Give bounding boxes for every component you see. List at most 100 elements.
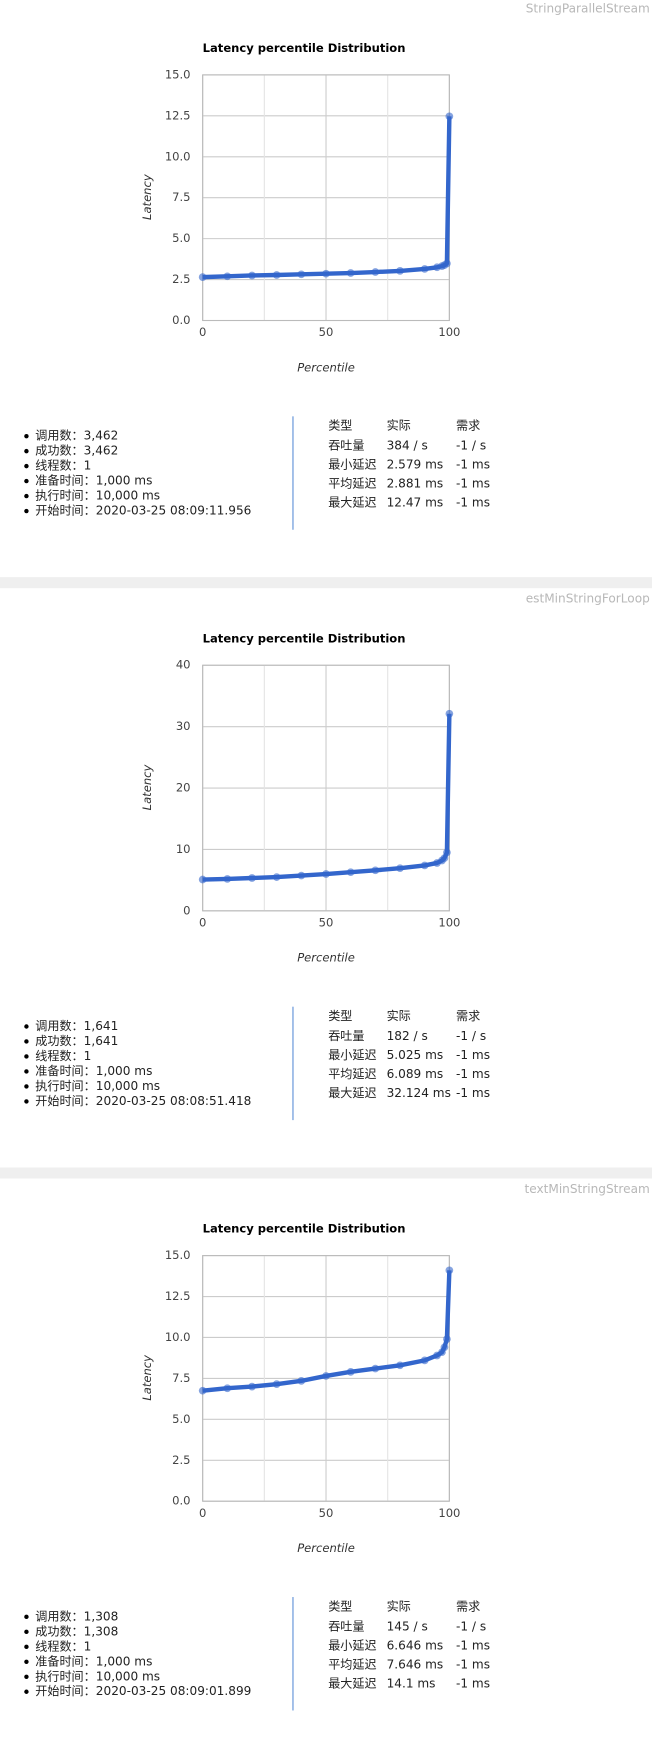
- stat-item: 准备时间：1,000 ms: [35, 1654, 152, 1668]
- point: [443, 848, 451, 857]
- point: [371, 268, 380, 276]
- bullet: [24, 1674, 29, 1679]
- y-axis-label: Latency: [140, 765, 154, 811]
- point: [420, 1356, 429, 1365]
- table-cell: 5.025 ms: [387, 1048, 444, 1062]
- bullet: [24, 1039, 29, 1044]
- table-cell: 2.579 ms: [387, 458, 444, 472]
- bullet: [24, 1024, 29, 1029]
- table-cell: 12.47 ms: [387, 496, 444, 510]
- x-tick-label: 0: [199, 325, 206, 339]
- x-axis-label: Percentile: [297, 1541, 355, 1555]
- bullet: [24, 1054, 29, 1059]
- x-tick-label: 50: [319, 325, 334, 339]
- point: [346, 868, 355, 877]
- table-header: 需求: [456, 1599, 480, 1613]
- bullet: [24, 1084, 29, 1089]
- stat-item: 线程数：1: [35, 1638, 91, 1653]
- y-tick-label: 0.0: [172, 313, 190, 327]
- table-cell: 7.646 ms: [387, 1657, 444, 1671]
- point: [396, 267, 404, 275]
- x-tick-label: 0: [199, 1506, 206, 1520]
- x-tick-label: 100: [438, 915, 460, 929]
- bullet: [24, 463, 29, 469]
- bullet: [24, 508, 29, 514]
- table-cell: 平均延迟: [328, 1067, 376, 1081]
- table-cell: 最小延迟: [328, 1638, 376, 1652]
- y-axis-label: Latency: [140, 1355, 154, 1401]
- point: [297, 270, 306, 279]
- point: [297, 1377, 306, 1385]
- bullet: [24, 1659, 29, 1664]
- table-cell: 32.124 ms: [387, 1086, 451, 1100]
- stat-item: 准备时间：1,000 ms: [35, 1064, 152, 1078]
- y-tick-label: 30: [176, 719, 191, 733]
- y-tick-label: 10.0: [165, 1330, 191, 1344]
- point: [396, 864, 404, 873]
- stat-item: 开始时间：2020-03-25 08:09:01.899: [35, 1684, 251, 1698]
- table-cell: -1 ms: [456, 496, 490, 510]
- panel-name: StringParallelStream: [526, 1, 650, 15]
- point: [223, 1384, 232, 1393]
- y-tick-label: 15.0: [165, 1248, 191, 1262]
- y-tick-label: 7.5: [172, 190, 190, 204]
- point: [396, 1361, 404, 1370]
- x-tick-label: 0: [199, 915, 206, 929]
- table-cell: 平均延迟: [328, 1657, 376, 1671]
- y-tick-label: 12.5: [165, 1289, 191, 1303]
- x-tick-label: 50: [319, 915, 334, 929]
- table-cell: 平均延迟: [328, 477, 376, 491]
- stat-item: 执行时间：10,000 ms: [35, 489, 160, 503]
- stat-item: 调用数：1,641: [35, 1018, 118, 1033]
- table-cell: 145 / s: [387, 1619, 428, 1633]
- table-cell: -1 ms: [456, 1638, 490, 1652]
- table-header: 需求: [456, 1009, 480, 1023]
- point: [371, 866, 380, 875]
- table-cell: -1 / s: [456, 439, 486, 453]
- separator: [0, 577, 652, 589]
- stat-item: 线程数：1: [35, 1048, 91, 1063]
- point: [198, 875, 207, 884]
- plot-frame: [202, 1255, 450, 1502]
- table-cell: -1 / s: [456, 1619, 486, 1633]
- stat-item: 调用数：3,462: [35, 428, 118, 443]
- table-cell: 14.1 ms: [387, 1676, 436, 1690]
- bullet: [24, 478, 29, 484]
- point: [443, 259, 451, 268]
- table-cell: 182 / s: [387, 1029, 428, 1043]
- x-axis-label: Percentile: [297, 360, 355, 374]
- table-cell: 最大延迟: [328, 1086, 376, 1100]
- point: [445, 112, 454, 121]
- table-header: 类型: [328, 1009, 352, 1023]
- table-cell: -1 ms: [456, 1048, 490, 1062]
- point: [223, 272, 232, 281]
- y-tick-label: 5.0: [172, 1412, 190, 1426]
- table-cell: 384 / s: [387, 439, 428, 453]
- panel-name: estMinStringForLoop: [526, 592, 650, 606]
- point: [223, 875, 232, 883]
- point: [272, 873, 281, 881]
- stat-item: 线程数：1: [35, 458, 91, 473]
- stat-item: 开始时间：2020-03-25 08:09:11.956: [35, 504, 251, 518]
- table-cell: 最大延迟: [328, 496, 376, 510]
- table-cell: 6.089 ms: [387, 1067, 444, 1081]
- table-cell: 2.881 ms: [387, 477, 444, 491]
- table-cell: -1 ms: [456, 1657, 490, 1671]
- stat-item: 成功数：1,308: [35, 1623, 118, 1638]
- table-header: 需求: [456, 419, 480, 433]
- point: [322, 1372, 330, 1380]
- chart-title: Latency percentile Distribution: [203, 1222, 406, 1236]
- point: [198, 273, 207, 281]
- point: [322, 870, 330, 878]
- table-header: 类型: [328, 1599, 352, 1613]
- bullet: [24, 448, 29, 454]
- point: [371, 1364, 380, 1373]
- x-tick-label: 100: [438, 1506, 460, 1520]
- y-tick-label: 10: [176, 842, 191, 856]
- panel: estMinStringForLoop Latency percentile Di…: [24, 592, 650, 1121]
- bullet: [24, 1689, 29, 1694]
- table-header: 实际: [387, 1008, 411, 1023]
- point: [248, 1382, 256, 1391]
- point: [248, 271, 256, 280]
- bullet: [24, 1644, 29, 1650]
